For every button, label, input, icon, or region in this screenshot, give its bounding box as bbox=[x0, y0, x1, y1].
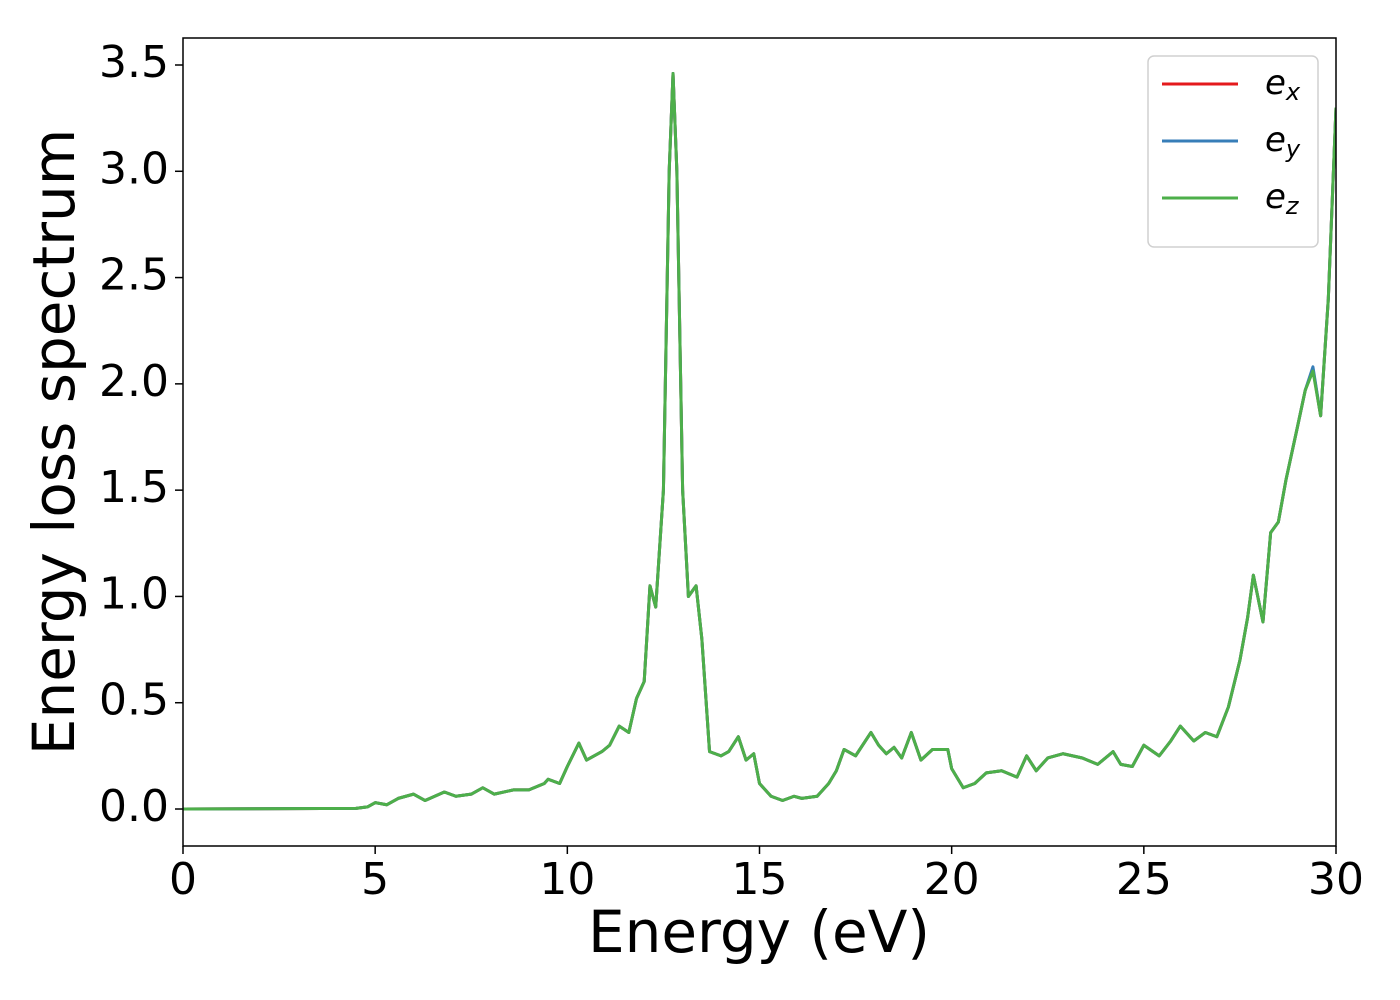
legend-label: ey bbox=[1265, 120, 1301, 164]
data-line bbox=[183, 72, 1336, 811]
y-tick-label: 3.5 bbox=[99, 37, 169, 88]
x-axis-label: Energy (eV) bbox=[588, 898, 930, 966]
y-axis-label: Energy loss spectrum bbox=[20, 129, 88, 755]
y-tick-label: 3.0 bbox=[99, 143, 169, 194]
x-tick-label: 10 bbox=[539, 854, 595, 905]
x-tick-label: 5 bbox=[361, 854, 389, 905]
y-tick-label: 1.0 bbox=[99, 568, 169, 619]
x-tick-label: 0 bbox=[169, 854, 197, 905]
y-tick-label: 0.5 bbox=[99, 675, 169, 726]
x-tick-label: 25 bbox=[1116, 854, 1172, 905]
x-tick-label: 30 bbox=[1308, 854, 1364, 905]
plot-frame bbox=[182, 37, 1337, 847]
legend-label: ex bbox=[1265, 63, 1301, 107]
y-tick-label: 2.5 bbox=[99, 250, 169, 301]
x-tick-label: 20 bbox=[924, 854, 980, 905]
legend-label: ez bbox=[1265, 177, 1300, 221]
y-tick-label: 0.0 bbox=[99, 781, 169, 832]
x-tick-label: 15 bbox=[732, 854, 788, 905]
y-tick-label: 1.5 bbox=[99, 462, 169, 513]
y-tick-label: 2.0 bbox=[99, 356, 169, 407]
